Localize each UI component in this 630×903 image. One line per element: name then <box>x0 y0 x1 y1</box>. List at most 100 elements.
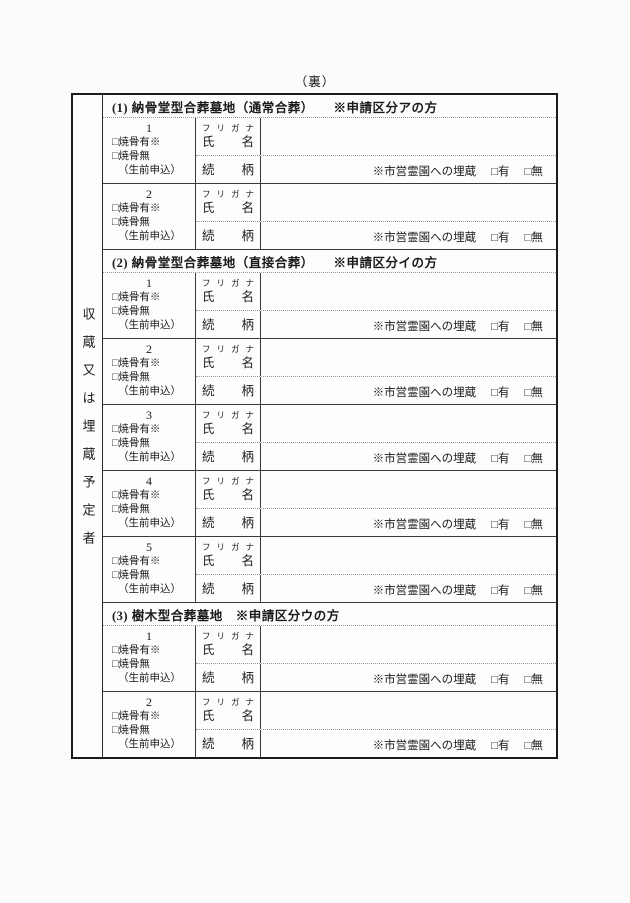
checkbox-cremated-yes[interactable]: □焼骨有※ <box>112 556 161 567</box>
relation-label-cell: 続柄 <box>196 156 261 183</box>
name-label-cell: フリガナ 氏名 <box>196 184 261 221</box>
checkbox-cremated-yes[interactable]: □焼骨有※ <box>112 645 161 656</box>
entry-row: 1 □焼骨有※ □焼骨無 （生前申込） フリガナ 氏名 <box>103 273 556 338</box>
name-input-area[interactable] <box>261 471 556 508</box>
name-input-area[interactable] <box>261 692 556 729</box>
lifetime-application-note: （生前申込） <box>118 452 181 463</box>
checkbox-burial-no[interactable]: □無 <box>524 740 543 752</box>
checkbox-burial-yes[interactable]: □有 <box>491 740 510 752</box>
relation-label: 続柄 <box>202 228 254 243</box>
checkbox-cremated-yes[interactable]: □焼骨有※ <box>112 292 161 303</box>
entry-fields: フリガナ 氏名 続柄 ※市営霊園への埋蔵 □有 □無 <box>196 339 556 404</box>
municipal-cemetery-burial-note: ※市営霊園への埋蔵 <box>372 453 477 465</box>
relation-input-area[interactable]: ※市営霊園への埋蔵 □有 □無 <box>261 509 556 536</box>
checkbox-cremated-yes[interactable]: □焼骨有※ <box>112 358 161 369</box>
section: (2) 納骨堂型合葬墓地（直接合葬） ※申請区分イの方 1 □焼骨有※ □焼骨無… <box>103 249 556 602</box>
entry-row: 3 □焼骨有※ □焼骨無 （生前申込） フリガナ 氏名 <box>103 404 556 470</box>
checkbox-cremated-no[interactable]: □焼骨無 <box>112 217 150 228</box>
checkbox-burial-no[interactable]: □無 <box>524 387 543 399</box>
name-input-area[interactable] <box>261 273 556 310</box>
checkbox-cremated-no[interactable]: □焼骨無 <box>112 725 150 736</box>
entry-number: 1 <box>146 276 152 290</box>
furigana-label: フリガナ <box>202 410 254 420</box>
lifetime-application-note: （生前申込） <box>118 739 181 750</box>
checkbox-cremated-yes[interactable]: □焼骨有※ <box>112 137 161 148</box>
checkbox-cremated-no[interactable]: □焼骨無 <box>112 438 150 449</box>
name-input-area[interactable] <box>261 118 556 155</box>
checkbox-cremated-no[interactable]: □焼骨無 <box>112 151 150 162</box>
name-input-area[interactable] <box>261 626 556 663</box>
section-entries: 1 □焼骨有※ □焼骨無 （生前申込） フリガナ 氏名 <box>103 118 556 249</box>
lifetime-application-note: （生前申込） <box>118 386 181 397</box>
checkbox-cremated-yes[interactable]: □焼骨有※ <box>112 490 161 501</box>
name-label: 氏名 <box>202 488 254 502</box>
entry-row: 5 □焼骨有※ □焼骨無 （生前申込） フリガナ 氏名 <box>103 536 556 602</box>
checkbox-burial-yes[interactable]: □有 <box>491 453 510 465</box>
checkbox-cremated-no[interactable]: □焼骨無 <box>112 504 150 515</box>
name-input-area[interactable] <box>261 537 556 574</box>
checkbox-burial-yes[interactable]: □有 <box>491 585 510 597</box>
name-label-cell: フリガナ 氏名 <box>196 692 261 729</box>
entry-header-cell: 1 □焼骨有※ □焼骨無 （生前申込） <box>103 118 196 183</box>
checkbox-burial-yes[interactable]: □有 <box>491 232 510 244</box>
checkbox-burial-yes[interactable]: □有 <box>491 321 510 333</box>
relation-input-area[interactable]: ※市営霊園への埋蔵 □有 □無 <box>261 575 556 602</box>
relation-label-cell: 続柄 <box>196 443 261 470</box>
checkbox-cremated-no[interactable]: □焼骨無 <box>112 659 150 670</box>
name-input-area[interactable] <box>261 339 556 376</box>
checkbox-burial-no[interactable]: □無 <box>524 585 543 597</box>
checkbox-cremated-no[interactable]: □焼骨無 <box>112 372 150 383</box>
relation-input-area[interactable]: ※市営霊園への埋蔵 □有 □無 <box>261 156 556 183</box>
name-label: 氏名 <box>202 356 254 370</box>
municipal-cemetery-burial-note: ※市営霊園への埋蔵 <box>372 519 477 531</box>
section-entries: 1 □焼骨有※ □焼骨無 （生前申込） フリガナ 氏名 <box>103 626 556 757</box>
checkbox-cremated-no[interactable]: □焼骨無 <box>112 570 150 581</box>
name-label: 氏名 <box>202 709 254 723</box>
relation-label-cell: 続柄 <box>196 509 261 536</box>
relation-input-area[interactable]: ※市営霊園への埋蔵 □有 □無 <box>261 443 556 470</box>
entry-number: 3 <box>146 408 152 422</box>
checkbox-cremated-no[interactable]: □焼骨無 <box>112 306 150 317</box>
lifetime-application-note: （生前申込） <box>118 320 181 331</box>
checkbox-cremated-yes[interactable]: □焼骨有※ <box>112 203 161 214</box>
checkbox-cremated-yes[interactable]: □焼骨有※ <box>112 711 161 722</box>
checkbox-burial-yes[interactable]: □有 <box>491 166 510 178</box>
name-label-cell: フリガナ 氏名 <box>196 405 261 442</box>
relation-label-cell: 続柄 <box>196 664 261 691</box>
relation-input-area[interactable]: ※市営霊園への埋蔵 □有 □無 <box>261 664 556 691</box>
checkbox-cremated-yes[interactable]: □焼骨有※ <box>112 424 161 435</box>
lifetime-application-note: （生前申込） <box>118 673 181 684</box>
checkbox-burial-yes[interactable]: □有 <box>491 519 510 531</box>
entry-header-cell: 1 □焼骨有※ □焼骨無 （生前申込） <box>103 273 196 338</box>
name-input-area[interactable] <box>261 405 556 442</box>
name-row: フリガナ 氏名 <box>196 273 556 311</box>
municipal-cemetery-burial-note: ※市営霊園への埋蔵 <box>372 166 477 178</box>
checkbox-burial-no[interactable]: □無 <box>524 166 543 178</box>
municipal-cemetery-burial-note: ※市営霊園への埋蔵 <box>372 740 477 752</box>
entry-row: 2 □焼骨有※ □焼骨無 （生前申込） フリガナ 氏名 <box>103 691 556 757</box>
checkbox-burial-yes[interactable]: □有 <box>491 674 510 686</box>
checkbox-burial-yes[interactable]: □有 <box>491 387 510 399</box>
name-row: フリガナ 氏名 <box>196 184 556 222</box>
relation-label: 続柄 <box>202 317 254 332</box>
checkbox-burial-no[interactable]: □無 <box>524 321 543 333</box>
relation-input-area[interactable]: ※市営霊園への埋蔵 □有 □無 <box>261 222 556 249</box>
name-row: フリガナ 氏名 <box>196 118 556 156</box>
relation-row: 続柄 ※市営霊園への埋蔵 □有 □無 <box>196 664 556 691</box>
checkbox-burial-no[interactable]: □無 <box>524 453 543 465</box>
checkbox-burial-no[interactable]: □無 <box>524 519 543 531</box>
checkbox-burial-no[interactable]: □無 <box>524 674 543 686</box>
entry-fields: フリガナ 氏名 続柄 ※市営霊園への埋蔵 □有 □無 <box>196 692 556 757</box>
furigana-label: フリガナ <box>202 123 254 133</box>
section-title: (1) 納骨堂型合葬墓地（通常合葬） ※申請区分アの方 <box>103 95 556 118</box>
relation-input-area[interactable]: ※市営霊園への埋蔵 □有 □無 <box>261 377 556 404</box>
name-input-area[interactable] <box>261 184 556 221</box>
row-group-header-cell: 収蔵又は埋蔵予定者 <box>73 95 103 757</box>
checkbox-burial-no[interactable]: □無 <box>524 232 543 244</box>
furigana-label: フリガナ <box>202 697 254 707</box>
section: (3) 樹木型合葬墓地 ※申請区分ウの方 1 □焼骨有※ □焼骨無 （生前申込）… <box>103 602 556 757</box>
relation-input-area[interactable]: ※市営霊園への埋蔵 □有 □無 <box>261 730 556 757</box>
entry-header-cell: 5 □焼骨有※ □焼骨無 （生前申込） <box>103 537 196 602</box>
relation-input-area[interactable]: ※市営霊園への埋蔵 □有 □無 <box>261 311 556 338</box>
name-label-cell: フリガナ 氏名 <box>196 273 261 310</box>
